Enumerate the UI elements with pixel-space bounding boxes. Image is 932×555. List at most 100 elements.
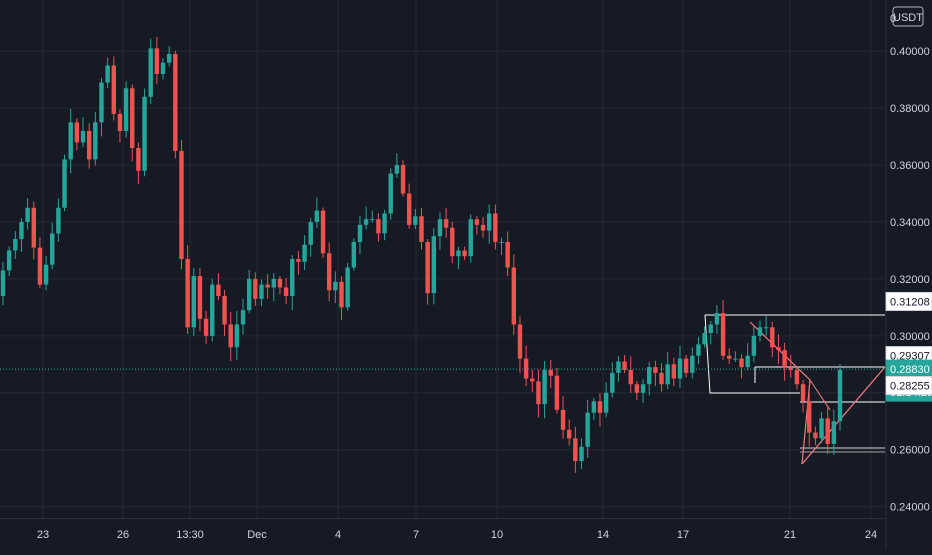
candle[interactable] — [511, 254, 517, 336]
candle[interactable] — [105, 57, 110, 89]
candle[interactable] — [68, 108, 73, 174]
candle[interactable] — [117, 109, 123, 143]
candle[interactable] — [62, 154, 67, 212]
candle[interactable] — [548, 359, 553, 388]
candle[interactable] — [837, 364, 843, 431]
candle[interactable] — [450, 221, 455, 264]
candle[interactable] — [185, 245, 190, 334]
candle[interactable] — [763, 316, 769, 336]
candle[interactable] — [486, 204, 492, 244]
candle[interactable] — [751, 326, 757, 362]
candle[interactable] — [788, 355, 793, 378]
candle[interactable] — [86, 123, 92, 169]
candle[interactable] — [807, 391, 812, 447]
candle[interactable] — [31, 201, 36, 260]
candle[interactable] — [653, 360, 658, 387]
candle[interactable] — [468, 214, 473, 263]
candle[interactable] — [603, 382, 609, 418]
candle[interactable] — [265, 273, 270, 299]
candle[interactable] — [351, 238, 357, 271]
candle[interactable] — [50, 222, 55, 270]
currency-badge[interactable]: USDT — [892, 6, 924, 27]
candle[interactable] — [339, 276, 344, 320]
drawing-tools[interactable] — [704, 314, 886, 465]
candle[interactable] — [647, 361, 652, 396]
candle[interactable] — [80, 117, 86, 148]
candle[interactable] — [493, 204, 498, 250]
candle[interactable] — [413, 208, 418, 229]
candle[interactable] — [431, 228, 437, 305]
candle[interactable] — [203, 310, 209, 344]
candle[interactable] — [74, 118, 80, 151]
candle[interactable] — [831, 409, 837, 455]
candle[interactable] — [19, 218, 24, 252]
candle[interactable] — [400, 160, 406, 197]
pattern-line-up[interactable] — [801, 366, 886, 465]
candle[interactable] — [714, 305, 720, 334]
candle[interactable] — [136, 142, 141, 184]
candle[interactable] — [757, 320, 763, 342]
candle[interactable] — [579, 438, 584, 469]
candle[interactable] — [523, 345, 529, 387]
candle[interactable] — [739, 354, 744, 379]
candle[interactable] — [357, 215, 363, 255]
candle[interactable] — [665, 352, 670, 390]
candle[interactable] — [314, 197, 320, 228]
candle[interactable] — [173, 50, 178, 159]
candle[interactable] — [794, 366, 800, 390]
candle[interactable] — [776, 334, 781, 364]
candle[interactable] — [0, 261, 6, 306]
candle[interactable] — [733, 351, 738, 362]
candle[interactable] — [179, 140, 184, 270]
candle[interactable] — [111, 56, 116, 121]
candle[interactable] — [345, 262, 350, 311]
candle[interactable] — [216, 273, 221, 301]
candle[interactable] — [567, 419, 572, 446]
candle[interactable] — [782, 342, 787, 381]
candle[interactable] — [382, 209, 387, 241]
candle[interactable] — [210, 278, 215, 342]
candle[interactable] — [585, 399, 590, 458]
candle[interactable] — [542, 360, 547, 419]
candle[interactable] — [536, 369, 541, 418]
candle[interactable] — [222, 290, 227, 337]
candle[interactable] — [800, 379, 806, 413]
candle[interactable] — [419, 208, 424, 250]
candle[interactable] — [290, 255, 295, 311]
candle[interactable] — [333, 271, 338, 304]
candle[interactable] — [628, 356, 633, 393]
candle[interactable] — [142, 88, 147, 177]
candle[interactable] — [659, 363, 664, 392]
candle[interactable] — [388, 168, 393, 220]
candle[interactable] — [160, 58, 166, 80]
candle[interactable] — [25, 198, 30, 230]
candle[interactable] — [130, 84, 135, 162]
candle[interactable] — [696, 336, 701, 365]
candle[interactable] — [234, 311, 240, 360]
candle[interactable] — [825, 405, 830, 454]
candle[interactable] — [708, 320, 713, 345]
candle[interactable] — [93, 111, 98, 166]
candle[interactable] — [683, 354, 689, 378]
candle[interactable] — [320, 207, 326, 258]
candle[interactable] — [277, 275, 283, 295]
candle[interactable] — [246, 269, 252, 314]
x-axis[interactable]: 23 26 13:30 Dec 4 7 10 14 17 21 24 — [0, 518, 886, 542]
candle[interactable] — [671, 357, 677, 387]
candle[interactable] — [326, 242, 332, 302]
candle[interactable] — [13, 231, 18, 260]
candle[interactable] — [99, 77, 104, 137]
candle[interactable] — [690, 347, 695, 379]
candle[interactable] — [240, 298, 246, 335]
candle-series[interactable] — [0, 36, 843, 473]
candle[interactable] — [425, 238, 430, 305]
candle[interactable] — [191, 268, 196, 336]
candle[interactable] — [197, 268, 203, 332]
candle[interactable] — [6, 246, 12, 277]
candle[interactable] — [597, 393, 603, 427]
candle[interactable] — [456, 246, 461, 270]
candle[interactable] — [148, 38, 153, 105]
candle[interactable] — [406, 183, 412, 229]
pattern-line-inner[interactable] — [809, 379, 831, 411]
